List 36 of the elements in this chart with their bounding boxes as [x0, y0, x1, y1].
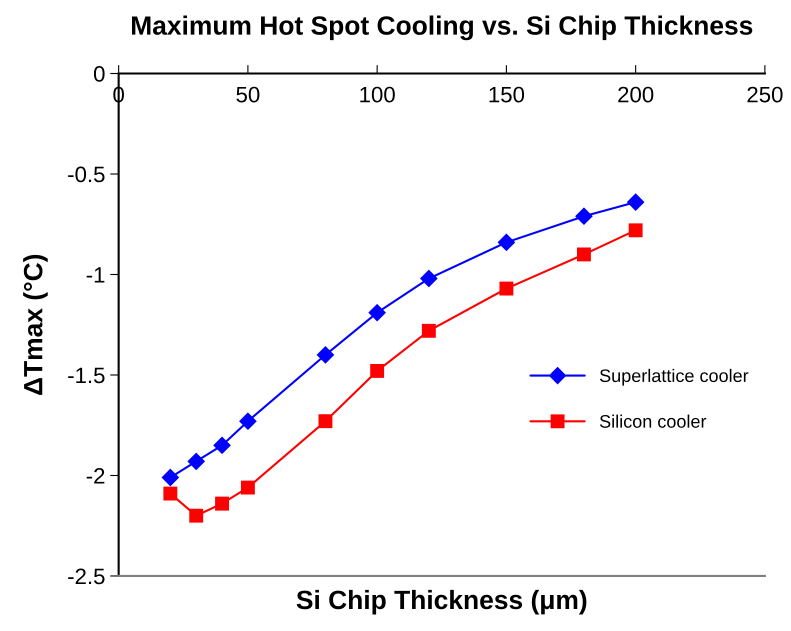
- legend-label: Superlattice cooler: [600, 368, 748, 386]
- legend-label: Silicon cooler: [600, 414, 706, 428]
- y-axis-title: ΔTmax (°C): [23, 254, 48, 395]
- point: [318, 414, 332, 428]
- point: [498, 234, 515, 251]
- chart-title: Maximum Hot Spot Cooling vs. Si Chip Thickness: [132, 16, 752, 40]
- point: [499, 282, 514, 296]
- point: [627, 194, 644, 211]
- x-tick-label: 200: [618, 86, 654, 102]
- y-tick-label: -1: [86, 267, 104, 283]
- y-tick-label: -2: [86, 468, 104, 484]
- point: [628, 223, 643, 238]
- point: [189, 508, 204, 523]
- point: [188, 452, 205, 470]
- point: [240, 480, 255, 494]
- y-tick-label: 0: [94, 66, 105, 82]
- x-tick-label: 100: [360, 86, 395, 102]
- point: [163, 486, 178, 501]
- point: [422, 324, 436, 338]
- x-axis-title: Si Chip Thickness (μm): [296, 590, 586, 614]
- point: [368, 304, 386, 322]
- point: [420, 270, 438, 288]
- point: [575, 208, 592, 225]
- point: [239, 412, 256, 430]
- point: [370, 364, 384, 378]
- x-tick-label: 250: [747, 86, 783, 102]
- point: [162, 468, 179, 486]
- y-tick-label: -0.5: [68, 166, 105, 182]
- point: [577, 247, 591, 262]
- point: [316, 346, 334, 364]
- point: [214, 436, 231, 454]
- x-tick-label: 150: [490, 86, 524, 102]
- y-tick-label: -2.5: [68, 568, 105, 584]
- point: [215, 496, 229, 511]
- y-tick-label: -1.5: [68, 368, 105, 384]
- x-tick-label: 50: [236, 86, 260, 102]
